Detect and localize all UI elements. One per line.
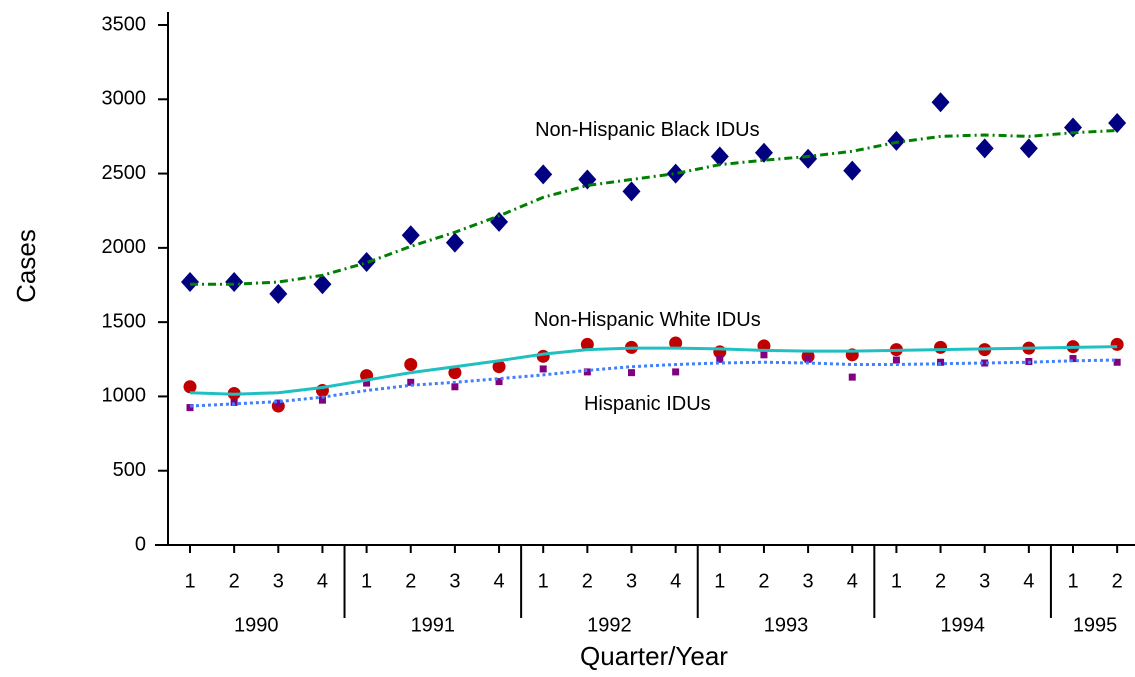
- x-tick-label: 1: [538, 570, 549, 592]
- y-tick-label: 0: [135, 533, 146, 555]
- x-tick-label: 4: [670, 570, 681, 592]
- point: [843, 160, 862, 181]
- x-tick-label: 3: [626, 570, 637, 592]
- point: [451, 383, 459, 391]
- point: [716, 355, 724, 363]
- point: [225, 272, 244, 293]
- x-tick-label: 4: [1023, 570, 1034, 592]
- x-tick-label: 3: [273, 570, 284, 592]
- x-tick-label: 2: [405, 570, 416, 592]
- point: [1069, 355, 1077, 363]
- x-tick-label: 2: [758, 570, 769, 592]
- x-tick-label: 1: [361, 570, 372, 592]
- point: [666, 163, 685, 184]
- point: [181, 272, 199, 293]
- point: [401, 225, 420, 246]
- point: [934, 340, 948, 354]
- y-tick-label: 2500: [102, 162, 147, 184]
- point: [490, 211, 509, 232]
- y-tick-label: 500: [113, 459, 146, 481]
- point: [1064, 117, 1082, 138]
- point: [183, 380, 197, 394]
- year-label: 1994: [940, 614, 985, 636]
- point: [848, 373, 856, 381]
- x-tick-label: 2: [1112, 570, 1123, 592]
- x-tick-label: 4: [847, 570, 858, 592]
- y-tick-label: 3000: [102, 88, 147, 110]
- fit-line: [189, 345, 1118, 396]
- point: [628, 369, 635, 377]
- point: [269, 283, 288, 304]
- y-axis-title: Cases: [11, 229, 41, 303]
- x-tick-label: 1: [714, 570, 725, 592]
- point: [1113, 358, 1121, 366]
- point: [672, 368, 680, 376]
- y-tick-label: 3500: [102, 13, 147, 35]
- fit-line: [190, 128, 1118, 286]
- point: [534, 164, 553, 185]
- x-tick-label: 1: [1067, 570, 1078, 592]
- fit-line: [189, 358, 1118, 408]
- point: [274, 399, 282, 407]
- point: [363, 379, 371, 387]
- point: [760, 351, 768, 359]
- point: [622, 181, 641, 202]
- x-tick-label: 1: [891, 570, 902, 592]
- y-tick-label: 1500: [102, 310, 147, 332]
- point: [669, 336, 683, 350]
- year-label: 1991: [411, 614, 456, 636]
- point: [710, 146, 729, 167]
- point: [407, 378, 415, 386]
- x-tick-label: 3: [979, 570, 990, 592]
- point: [981, 359, 989, 367]
- point: [404, 357, 418, 371]
- y-tick-label: 2000: [102, 236, 147, 258]
- point: [536, 349, 550, 363]
- series-label: Non-Hispanic White IDUs: [534, 309, 761, 331]
- point: [186, 404, 194, 412]
- x-tick-label: 2: [935, 570, 946, 592]
- x-tick-label: 1: [184, 570, 195, 592]
- point: [754, 142, 773, 163]
- point: [931, 92, 950, 113]
- x-tick-label: 4: [493, 570, 504, 592]
- point: [445, 232, 464, 253]
- y-tick-label: 1000: [102, 385, 147, 407]
- year-label: 1993: [764, 614, 809, 636]
- x-tick-label: 2: [582, 570, 593, 592]
- point: [492, 360, 506, 374]
- year-label: 1995: [1073, 614, 1118, 636]
- point: [539, 365, 547, 373]
- point: [313, 274, 332, 295]
- point: [975, 138, 994, 159]
- point: [892, 356, 900, 364]
- point: [357, 251, 376, 272]
- x-tick-label: 3: [449, 570, 460, 592]
- point: [580, 337, 594, 351]
- year-label: 1990: [234, 614, 279, 636]
- year-label: 1992: [587, 614, 632, 636]
- point: [1110, 337, 1124, 351]
- point: [578, 169, 597, 190]
- point: [448, 366, 462, 380]
- x-axis-title: Quarter/Year: [580, 641, 728, 671]
- point: [495, 378, 503, 386]
- series-label: Non-Hispanic Black IDUs: [535, 119, 760, 141]
- x-tick-label: 4: [317, 570, 328, 592]
- point: [318, 396, 326, 404]
- point: [1019, 138, 1038, 159]
- point: [1108, 113, 1127, 134]
- point: [804, 355, 812, 363]
- x-tick-label: 2: [229, 570, 240, 592]
- series-label: Hispanic IDUs: [584, 393, 711, 415]
- x-tick-label: 3: [803, 570, 814, 592]
- point: [799, 148, 818, 169]
